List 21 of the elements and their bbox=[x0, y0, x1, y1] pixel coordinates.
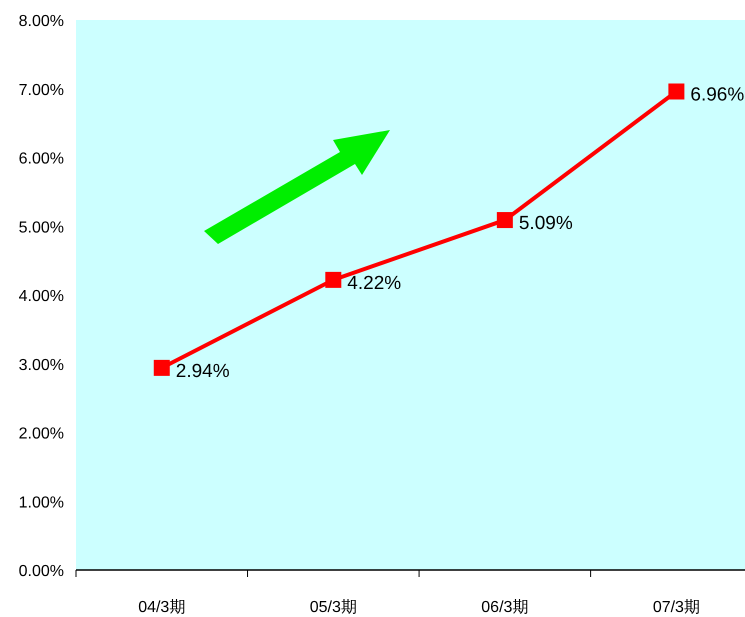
y-tick-label: 8.00% bbox=[18, 13, 64, 30]
y-tick-label: 4.00% bbox=[18, 288, 64, 305]
data-label: 4.22% bbox=[347, 272, 402, 294]
point bbox=[668, 84, 684, 100]
data-label: 2.94% bbox=[176, 360, 230, 382]
data-label: 6.96% bbox=[690, 84, 744, 106]
y-tick-label: 6.00% bbox=[18, 150, 64, 168]
y-tick-label: 7.00% bbox=[18, 82, 64, 99]
x-tick-label: 04/3期 bbox=[138, 598, 186, 616]
data-label: 5.09% bbox=[518, 213, 573, 234]
x-tick-label: 06/3期 bbox=[481, 598, 528, 616]
point bbox=[325, 272, 342, 288]
y-tick-label: 2.00% bbox=[18, 426, 64, 442]
point bbox=[154, 360, 170, 376]
x-tick-label: 05/3期 bbox=[310, 598, 357, 616]
y-tick-label: 1.00% bbox=[18, 494, 64, 512]
y-tick-label: 0.00% bbox=[18, 563, 64, 580]
x-tick-label: 07/3期 bbox=[652, 598, 700, 616]
y-tick-label: 5.00% bbox=[18, 219, 64, 236]
y-tick-label: 3.00% bbox=[18, 356, 64, 374]
point bbox=[496, 212, 513, 228]
